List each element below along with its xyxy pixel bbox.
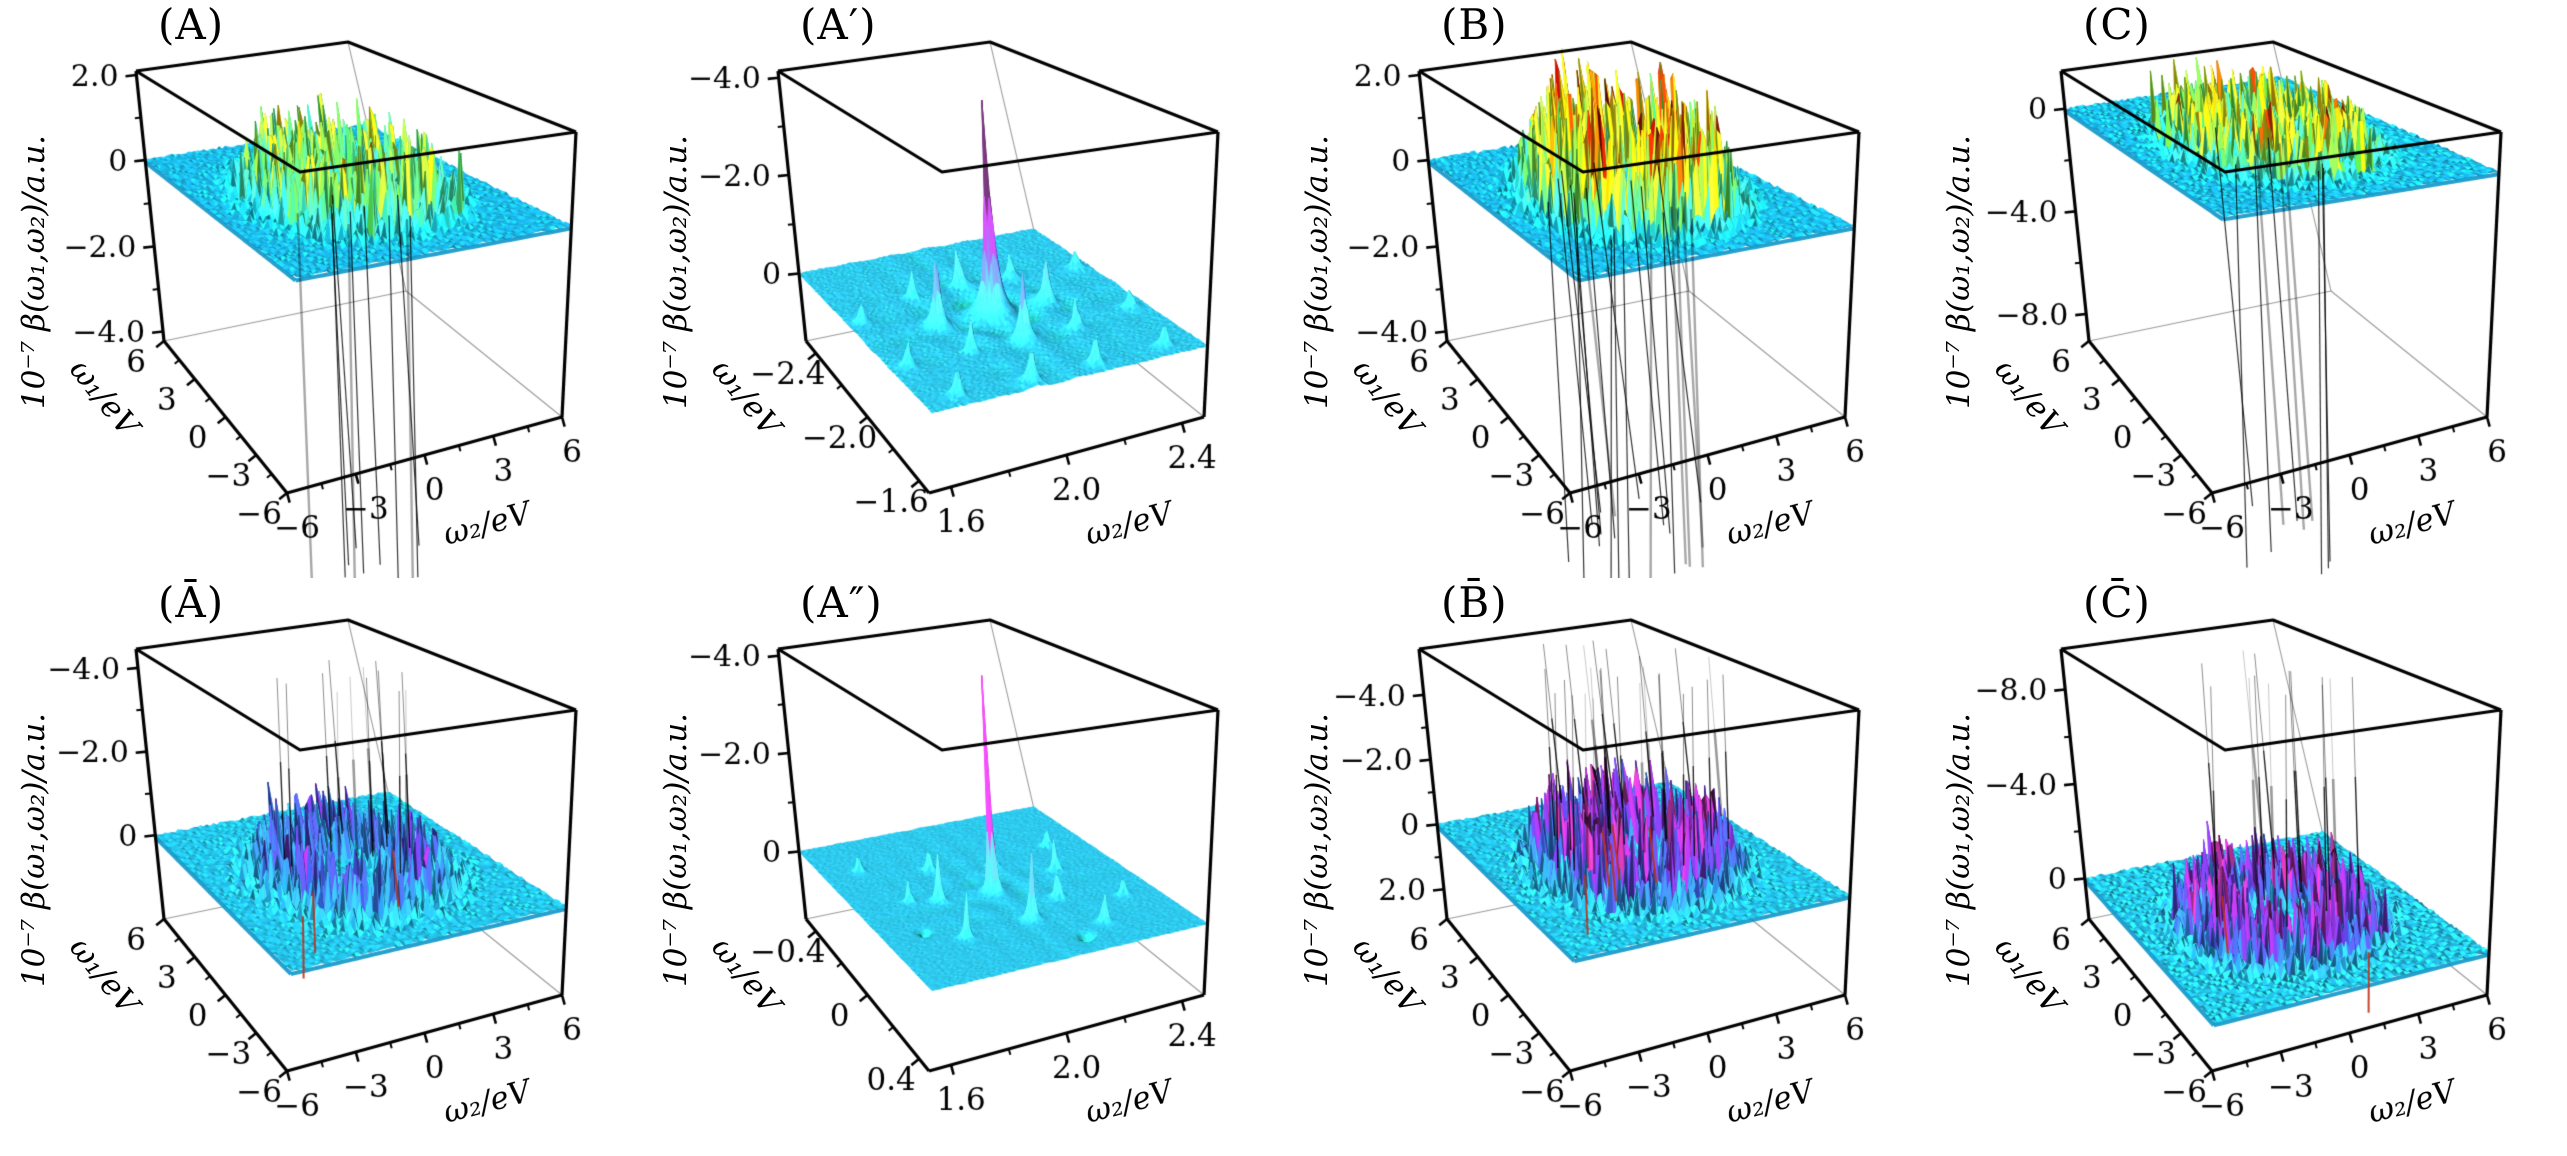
z-axis-title: 10⁻⁷ β(ω₁,ω₂)/a.u.: [16, 134, 52, 410]
surface-plot-canvas-A-bar: [0, 578, 642, 1156]
panel-A-prime: (A′) 10⁻⁷ β(ω₁,ω₂)/a.u. ω₁/eV ω₂/eV: [642, 0, 1284, 578]
surface-plot-canvas-C-bar: [1925, 578, 2567, 1156]
surface-plot-canvas-A-doubleprime: [642, 578, 1284, 1156]
surface-plot-canvas-A-prime: [642, 0, 1284, 578]
panel-label-A-doubleprime: (A″): [800, 578, 883, 627]
panel-A-bar: (Ā) 10⁻⁷ β(ω₁,ω₂)/a.u. ω₁/eV ω₂/eV: [0, 578, 642, 1156]
panel-C-bar: (C̄) 10⁻⁷ β(ω₁,ω₂)/a.u. ω₁/eV ω₂/eV: [1925, 578, 2567, 1156]
z-axis-title: 10⁻⁷ β(ω₁,ω₂)/a.u.: [1299, 712, 1335, 988]
panel-label-B-bar: (B̄): [1441, 578, 1508, 627]
z-axis-title: 10⁻⁷ β(ω₁,ω₂)/a.u.: [658, 134, 694, 410]
panel-A-doubleprime: (A″) 10⁻⁷ β(ω₁,ω₂)/a.u. ω₁/eV ω₂/eV: [642, 578, 1284, 1156]
panel-B-bar: (B̄) 10⁻⁷ β(ω₁,ω₂)/a.u. ω₁/eV ω₂/eV: [1283, 578, 1925, 1156]
panel-label-A: (A): [158, 0, 225, 49]
surface-plot-canvas-B-bar: [1283, 578, 1925, 1156]
panel-label-A-prime: (A′): [800, 0, 877, 49]
panel-A: (A) 10⁻⁷ β(ω₁,ω₂)/a.u. ω₁/eV ω₂/eV: [0, 0, 642, 578]
surface-plot-canvas-A: [0, 0, 642, 578]
z-axis-title: 10⁻⁷ β(ω₁,ω₂)/a.u.: [1941, 712, 1977, 988]
surface-plot-canvas-B: [1283, 0, 1925, 578]
z-axis-title: 10⁻⁷ β(ω₁,ω₂)/a.u.: [1299, 134, 1335, 410]
panel-C: (C) 10⁻⁷ β(ω₁,ω₂)/a.u. ω₁/eV ω₂/eV: [1925, 0, 2567, 578]
surface-plot-canvas-C: [1925, 0, 2567, 578]
panel-label-A-bar: (Ā): [158, 578, 225, 627]
panel-label-C: (C): [2083, 0, 2151, 49]
z-axis-title: 10⁻⁷ β(ω₁,ω₂)/a.u.: [1941, 134, 1977, 410]
z-axis-title: 10⁻⁷ β(ω₁,ω₂)/a.u.: [658, 712, 694, 988]
panel-label-B: (B): [1441, 0, 1508, 49]
z-axis-title: 10⁻⁷ β(ω₁,ω₂)/a.u.: [16, 712, 52, 988]
panel-label-C-bar: (C̄): [2083, 578, 2151, 627]
panel-B: (B) 10⁻⁷ β(ω₁,ω₂)/a.u. ω₁/eV ω₂/eV: [1283, 0, 1925, 578]
